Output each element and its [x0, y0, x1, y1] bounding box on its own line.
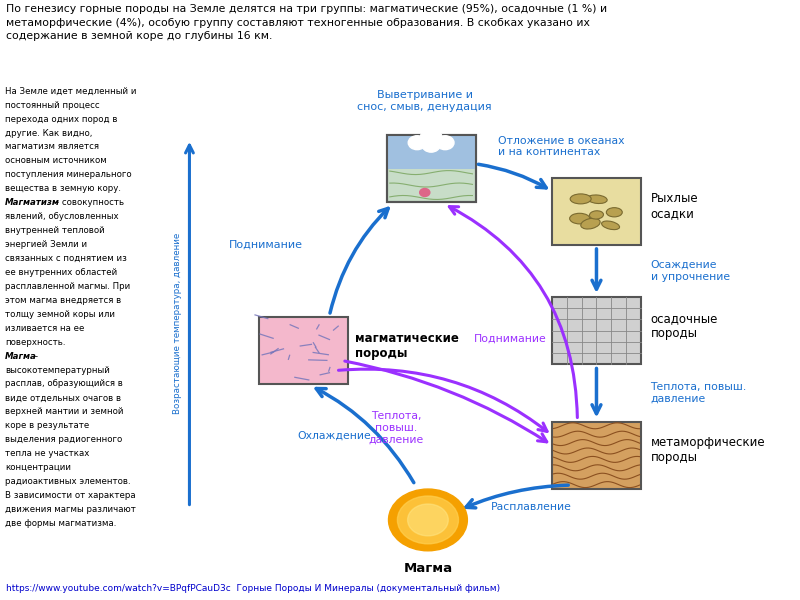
Text: Магма: Магма	[403, 562, 453, 575]
Text: расплав, образующийся в: расплав, образующийся в	[5, 379, 122, 388]
Text: На Земле идет медленный и: На Земле идет медленный и	[5, 86, 137, 95]
Ellipse shape	[606, 208, 622, 217]
Circle shape	[422, 138, 440, 152]
Text: – совокупность: – совокупность	[52, 198, 124, 207]
Text: тепла не участках: тепла не участках	[5, 449, 90, 458]
Text: Осаждение
и упрочнение: Осаждение и упрочнение	[650, 260, 730, 282]
Text: виде отдельных очагов в: виде отдельных очагов в	[5, 394, 121, 403]
FancyBboxPatch shape	[386, 135, 476, 169]
Text: метаморфические
породы: метаморфические породы	[650, 436, 765, 464]
FancyBboxPatch shape	[552, 178, 641, 245]
Text: Рыхлые
осадки: Рыхлые осадки	[650, 192, 698, 220]
Text: поверхность.: поверхность.	[5, 338, 66, 347]
Ellipse shape	[590, 211, 603, 219]
Text: магматические
породы: магматические породы	[354, 332, 458, 359]
FancyBboxPatch shape	[386, 135, 476, 202]
Text: Теплота, повыш.
давление: Теплота, повыш. давление	[650, 382, 746, 404]
Text: этом магма внедряется в: этом магма внедряется в	[5, 296, 121, 305]
Text: Охлаждение: Охлаждение	[298, 430, 371, 440]
Ellipse shape	[587, 195, 607, 203]
Text: Поднимание: Поднимание	[229, 240, 302, 250]
Text: Поднимание: Поднимание	[474, 333, 547, 343]
Circle shape	[408, 136, 426, 149]
Circle shape	[420, 188, 430, 196]
Ellipse shape	[570, 194, 591, 204]
Text: осадочные
породы: осадочные породы	[650, 312, 718, 340]
FancyBboxPatch shape	[259, 317, 349, 384]
Text: https://www.youtube.com/watch?v=BPqfPCauD3c  Горные Породы И Минералы (документа: https://www.youtube.com/watch?v=BPqfPCau…	[6, 584, 501, 593]
Text: вещества в земную кору.: вещества в земную кору.	[5, 184, 121, 193]
Text: Магма: Магма	[5, 352, 37, 361]
Text: явлений, обусловленных: явлений, обусловленных	[5, 212, 118, 221]
Text: Теплота,
повыш.
давление: Теплота, повыш. давление	[369, 411, 424, 445]
Ellipse shape	[602, 221, 619, 230]
Circle shape	[389, 489, 467, 551]
FancyBboxPatch shape	[552, 297, 641, 364]
Text: Выветривание и
снос, смыв, денудация: Выветривание и снос, смыв, денудация	[358, 90, 492, 112]
Text: поступления минерального: поступления минерального	[5, 170, 131, 179]
Text: две формы магматизма.: две формы магматизма.	[5, 519, 116, 528]
Circle shape	[398, 496, 458, 544]
Text: концентрации: концентрации	[5, 463, 71, 472]
Text: выделения радиогенного: выделения радиогенного	[5, 435, 122, 444]
Text: расплавленной магмы. При: расплавленной магмы. При	[5, 282, 130, 291]
Circle shape	[407, 504, 448, 536]
Text: постоянный процесс: постоянный процесс	[5, 101, 99, 110]
Text: высокотемпературный: высокотемпературный	[5, 365, 110, 374]
Text: верхней мантии и земной: верхней мантии и земной	[5, 407, 123, 416]
Text: радиоактивных элементов.: радиоактивных элементов.	[5, 477, 130, 486]
Circle shape	[420, 130, 442, 148]
Text: перехода одних пород в: перехода одних пород в	[5, 115, 118, 124]
Text: Возрастающие температура, давление: Возрастающие температура, давление	[174, 233, 182, 414]
Text: ее внутренних областей: ее внутренних областей	[5, 268, 117, 277]
Text: движения магмы различают: движения магмы различают	[5, 505, 136, 514]
Text: коре в результате: коре в результате	[5, 421, 89, 430]
Text: В зависимости от характера: В зависимости от характера	[5, 491, 135, 500]
Text: изливается на ее: изливается на ее	[5, 324, 84, 333]
Text: Отложение в океанах
и на континентах: Отложение в океанах и на континентах	[498, 136, 625, 157]
Text: связанных с поднятием из: связанных с поднятием из	[5, 254, 126, 263]
Text: основным источником: основным источником	[5, 157, 106, 166]
Text: Расплавление: Расплавление	[491, 502, 572, 512]
FancyBboxPatch shape	[552, 422, 641, 489]
Text: Магматизм: Магматизм	[5, 198, 60, 207]
Text: –: –	[31, 352, 38, 361]
Text: По генезису горные породы на Земле делятся на три группы: магматические (95%), о: По генезису горные породы на Земле делят…	[6, 4, 607, 41]
Text: толщу земной коры или: толщу земной коры или	[5, 310, 115, 319]
Text: другие. Как видно,: другие. Как видно,	[5, 128, 92, 137]
Text: магматизм является: магматизм является	[5, 142, 99, 151]
Ellipse shape	[570, 213, 590, 224]
Circle shape	[436, 136, 454, 149]
Text: энергией Земли и: энергией Земли и	[5, 240, 87, 249]
Ellipse shape	[581, 218, 600, 229]
Text: внутренней тепловой: внутренней тепловой	[5, 226, 105, 235]
